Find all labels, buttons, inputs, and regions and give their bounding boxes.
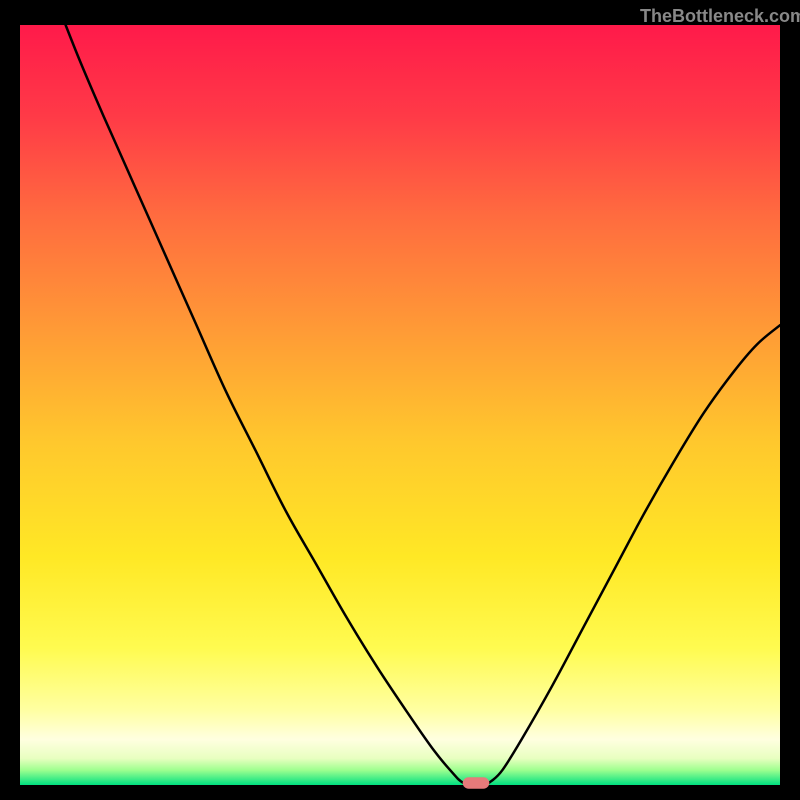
watermark-text: TheBottleneck.com xyxy=(640,6,800,26)
chart-background xyxy=(20,25,780,785)
chart-svg: TheBottleneck.com xyxy=(0,0,800,800)
bottleneck-chart: TheBottleneck.com xyxy=(0,0,800,800)
optimal-marker xyxy=(463,777,490,788)
